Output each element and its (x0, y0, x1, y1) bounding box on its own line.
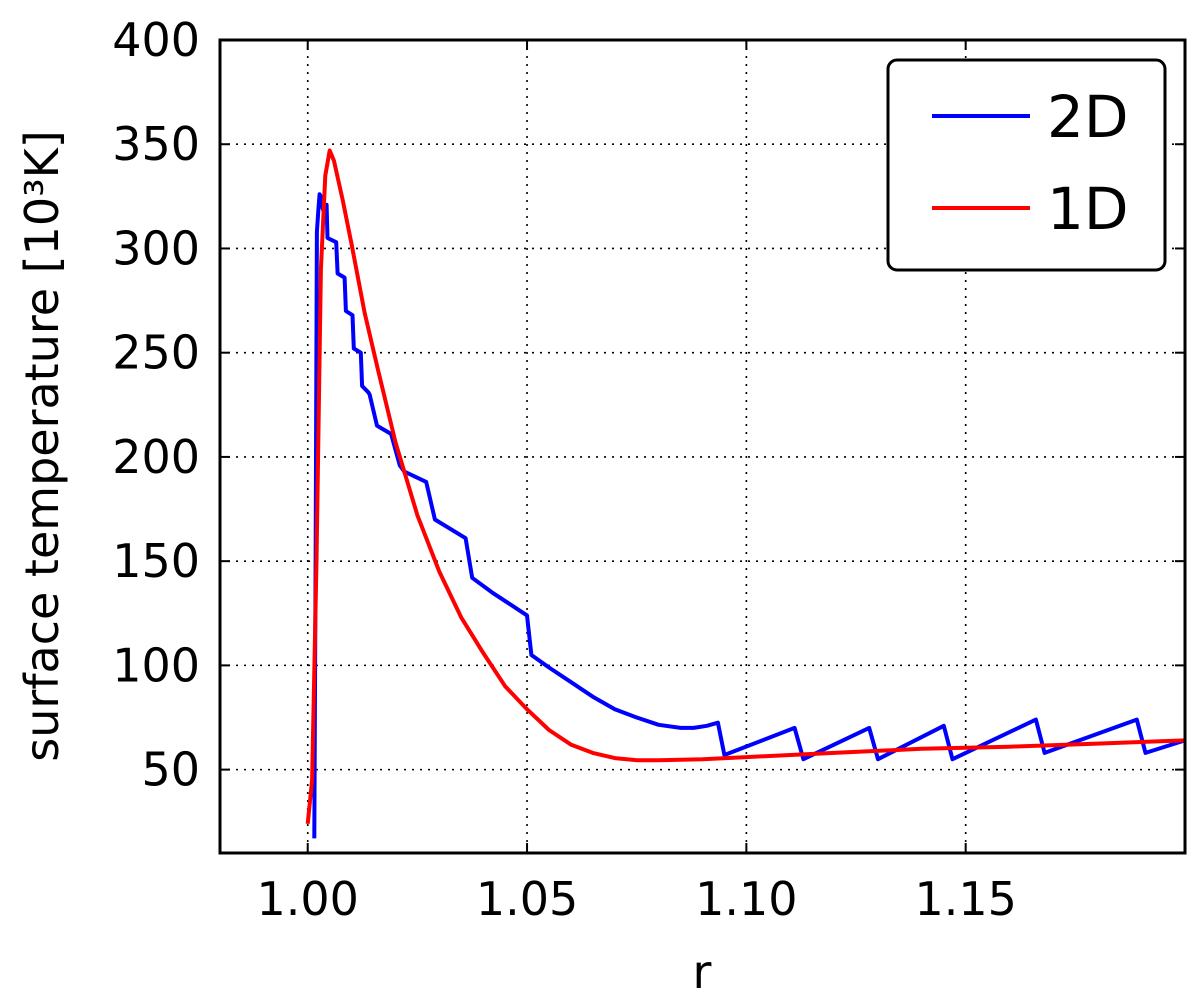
x-tick-label: 1.10 (695, 872, 797, 926)
x-tick-label: 1.05 (476, 872, 578, 926)
x-tick-label: 1.15 (914, 872, 1016, 926)
legend-box (886, 58, 1167, 272)
y-tick-label: 100 (112, 638, 200, 692)
x-tick-label: 1.00 (257, 872, 359, 926)
y-tick-label: 50 (141, 743, 200, 797)
series-line-2d (312, 192, 1186, 839)
grid (220, 40, 1185, 853)
x-axis-label: r (693, 945, 712, 999)
y-tick-label: 200 (112, 430, 200, 484)
legend-label-1d: 1D (1047, 175, 1129, 243)
ticks: 1.00 1.05 1.10 1.15 50 100 150 200 250 300 350 400 (112, 13, 1185, 926)
y-tick-label: 400 (112, 13, 200, 67)
series-line-1d (305, 148, 1186, 824)
series-lines (305, 148, 1186, 839)
y-tick-label: 250 (112, 326, 200, 380)
y-tick-label: 350 (112, 117, 200, 171)
y-tick-label: 150 (112, 534, 200, 588)
y-tick-label: 300 (112, 221, 200, 275)
y-axis-label: surface temperature [10³K] (15, 130, 69, 761)
legend: 2D 1D (886, 58, 1167, 272)
plot-frame (218, 38, 1187, 855)
legend-label-2d: 2D (1047, 83, 1129, 151)
